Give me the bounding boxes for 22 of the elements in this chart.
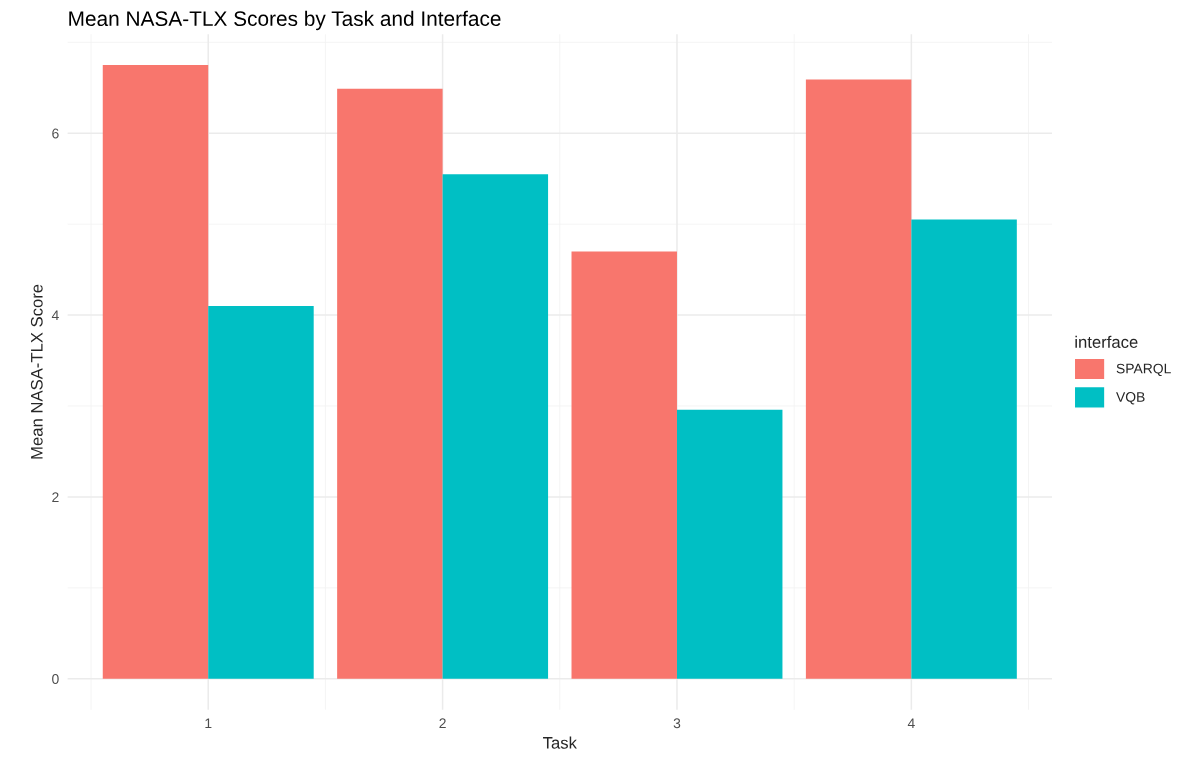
x-tick-label: 1 [205, 718, 212, 729]
y-axis-title: Mean NASA-TLX Score [30, 284, 43, 459]
bar [805, 79, 912, 679]
chart-title: Mean NASA-TLX Scores by Task and Interface [69, 10, 501, 31]
x-tick-label: 4 [907, 718, 915, 729]
x-axis-title: Task [543, 736, 577, 749]
bar [911, 219, 1017, 679]
bar [102, 65, 209, 679]
x-tick-label: 2 [439, 718, 446, 729]
y-tick-label: 2 [52, 492, 59, 502]
legend-label: VQB [1116, 392, 1145, 405]
y-tick-label: 0 [52, 674, 59, 684]
bar [571, 251, 677, 679]
bar [208, 306, 314, 679]
bar [442, 174, 549, 679]
bar [676, 409, 783, 679]
y-tick-label: 4 [51, 310, 59, 321]
bar [337, 88, 443, 679]
x-tick-label: 3 [673, 718, 681, 729]
y-tick-label: 6 [52, 128, 59, 139]
legend-title: interface [1075, 335, 1138, 348]
legend-label: SPARQL [1116, 363, 1171, 376]
